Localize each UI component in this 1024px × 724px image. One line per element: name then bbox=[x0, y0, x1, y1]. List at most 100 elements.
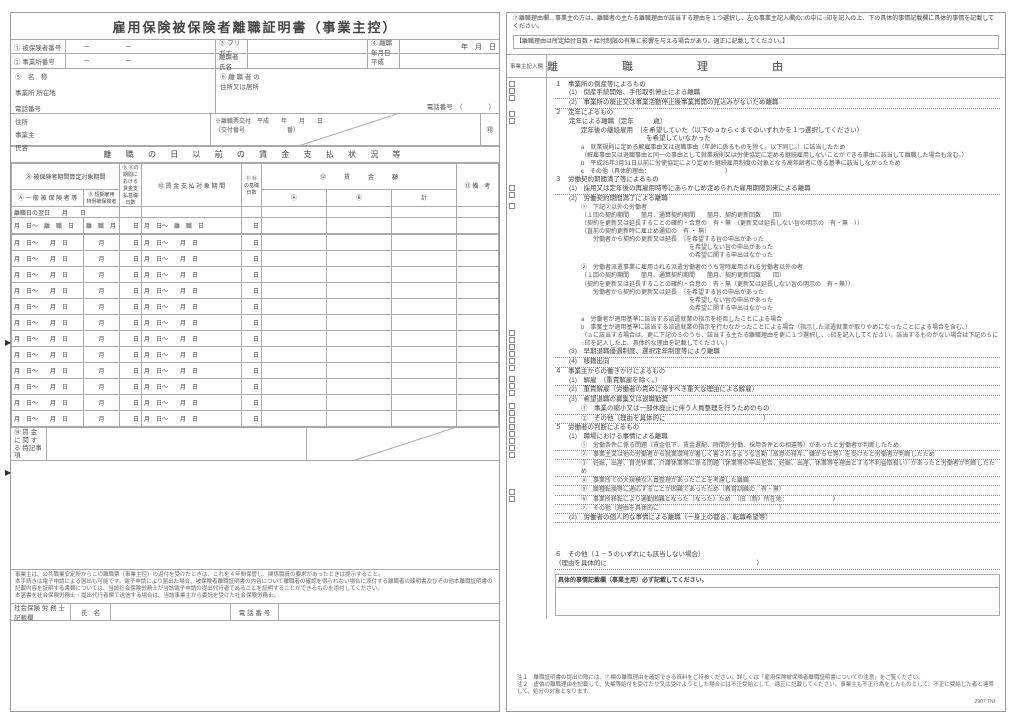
th9: ⑨ ⑧の期間における賃金支払基礎日数 bbox=[120, 164, 142, 207]
r1-1: (1) 倒産手続開始、手形取引停止による離職 bbox=[555, 89, 1000, 99]
footer-notes: 事業主は、公共職業安定所からこの離職票（事業主控）の返付を受けたときは、これを４… bbox=[11, 569, 499, 603]
reason-checkbox[interactable] bbox=[509, 489, 515, 495]
issue2: （交付番号 番） bbox=[215, 125, 476, 134]
wage-row[interactable]: 月 日～ 月 日 bbox=[12, 411, 84, 427]
seal: ㊞ bbox=[481, 114, 499, 145]
r6: ６ その他（１－５のいずれにも該当しない場合） （理由を具体的に ） bbox=[555, 551, 1000, 570]
reason-checkbox[interactable] bbox=[509, 403, 515, 409]
reason-checkbox[interactable] bbox=[509, 445, 515, 451]
th12b: Ⓑ bbox=[327, 189, 392, 206]
r4-2: (2) 重責解雇（労働者の責めに帰すべき重大な理由による解雇） bbox=[555, 386, 1000, 396]
f5-tel: 電話番号 bbox=[15, 103, 211, 113]
th12: ⑫ 賃 金 額 bbox=[262, 164, 457, 190]
wage-row[interactable]: 月 日～ 月 日 bbox=[12, 379, 84, 395]
reason-checkbox[interactable] bbox=[509, 410, 515, 416]
f5-addr: 事業所 所在地 bbox=[15, 87, 211, 97]
detail-value[interactable] bbox=[555, 588, 1000, 616]
ft3: 電 話 番 号 bbox=[231, 604, 279, 620]
t14-value[interactable] bbox=[47, 428, 307, 460]
reason-checkbox[interactable] bbox=[509, 431, 515, 437]
reason-checkbox[interactable] bbox=[509, 203, 515, 209]
f2-label: ② 事業所番号 bbox=[11, 54, 66, 68]
wrow0b[interactable]: 離 職 月 bbox=[84, 218, 120, 234]
reason-checkbox[interactable] bbox=[509, 88, 515, 94]
reason-checkbox[interactable] bbox=[509, 496, 515, 502]
wage-row[interactable]: 月 日～ 月 日 bbox=[12, 267, 84, 283]
f3b-value[interactable] bbox=[248, 54, 368, 68]
r5-1g: ⑦ その他（理由を具体的に ） bbox=[555, 505, 1000, 514]
foot2: 注２ 虚偽の離職理由を記載して、失業等給付を受けたり又は受けようとした場合には不… bbox=[517, 682, 995, 696]
wage-row[interactable]: 月 日～ 月 日 bbox=[12, 235, 84, 251]
r3-1: (1) 採用又は定年後の再雇用時等にあらかじめ定められた雇用期限到来による離職 bbox=[555, 185, 1000, 195]
f5-name: ⑤ 名 称 bbox=[15, 71, 211, 81]
th13: ⑬ 備 考 bbox=[457, 164, 499, 207]
wage-row[interactable]: 月 日～ 月 日 bbox=[12, 395, 84, 411]
wage-row[interactable]: 月 日～ 月 日 bbox=[12, 363, 84, 379]
th10: ⑩ 賃 金 支 払 対 象 期 間 bbox=[142, 164, 242, 207]
f4-value[interactable] bbox=[400, 54, 499, 68]
reason-checkbox[interactable] bbox=[509, 330, 515, 336]
f4-date[interactable]: 年 月 日 bbox=[400, 40, 499, 53]
reason-checkbox[interactable] bbox=[509, 417, 515, 423]
f2-value[interactable]: － － bbox=[66, 54, 216, 68]
left-sheet: 雇用保険被保険者離職証明書（事業主控） ① 被保険者番号 － － ③ フリガナ … bbox=[10, 12, 500, 712]
r2bb: b 平成25年3月31日以前に労使協定により定めた継続雇用制度の対象となる高年齢… bbox=[555, 160, 1000, 168]
r4-3b: ② その他（理由を具体的に ） bbox=[555, 415, 1000, 425]
wage-row[interactable]: 月 日～ 月 日 bbox=[12, 251, 84, 267]
wrow0a[interactable]: 月 日～ 離 職 日 bbox=[12, 218, 84, 234]
f1-label: ① 被保険者番号 bbox=[11, 40, 66, 53]
r-hdr: ⑦離職理由欄…事業主の方は、離職者の主たる離職理由が該当する理由を１つ選択し、左… bbox=[513, 16, 999, 32]
col-lbl: 事業主記入欄 bbox=[507, 55, 547, 77]
r4-3: (3) 希望退職の募集又は退職勧奨 bbox=[555, 396, 1000, 405]
r2ba: a 就業規則に定める解雇事由又は退職事由（年齢に係るものを除く。以下同じ。）に該… bbox=[555, 144, 1000, 160]
r3-2: (2) 労働契約期間満了による離職 bbox=[555, 195, 1000, 204]
reason-checkbox[interactable] bbox=[509, 95, 515, 101]
r5-2: (2) 労働者の個人的な事情による離職（一身上の都合、転職希望等） bbox=[555, 514, 1000, 524]
reason-checkbox[interactable] bbox=[509, 344, 515, 350]
f3-value[interactable] bbox=[248, 40, 368, 53]
wage-rows: 月 日～ 月 日 月 日 月 日～ 月 日 日 月 日～ 月 日 月 日 月 日… bbox=[11, 234, 499, 427]
r5-1e: ⑤ 職種転換等に適応することが困難であったため（教育訓練の 有・無） bbox=[555, 486, 1000, 495]
f3b-label: 離職者氏名 bbox=[216, 54, 248, 68]
th12c: 計 bbox=[392, 189, 457, 206]
r3-2b2: 労働者から契約の更新又は延長 ｛を希望する旨の申出があった を希望しない旨の申出… bbox=[555, 289, 1000, 313]
reason-checkbox[interactable] bbox=[509, 365, 515, 371]
wage-row[interactable]: 月 日～ 月 日 bbox=[12, 347, 84, 363]
r3-2b: ② 労働者派遣事業に雇用される派遣労働者のうち常時雇用される労働者以外の者 （１… bbox=[555, 264, 1000, 288]
detail-box: 具体的事情記載欄（事業主用）必ず記載してください。 bbox=[555, 574, 1000, 588]
wage-row[interactable]: 月 日～ 月 日 bbox=[12, 315, 84, 331]
reason-checkbox[interactable] bbox=[509, 351, 515, 357]
reason-checkbox[interactable] bbox=[509, 424, 515, 430]
r-label: 離職日の翌日 月 日 bbox=[12, 207, 120, 218]
reason-checkbox[interactable] bbox=[509, 337, 515, 343]
r5-1: (1) 職場における事情による離職 bbox=[555, 433, 1000, 442]
r2a: 定年による離職（定年 歳） bbox=[555, 118, 1000, 127]
wage-row[interactable]: 月 日～ 月 日 bbox=[12, 331, 84, 347]
wage-row[interactable]: 月 日～ 月 日 bbox=[12, 299, 84, 315]
reason-checkbox[interactable] bbox=[509, 383, 515, 389]
r5: ５ 労働者の判断によるもの bbox=[555, 424, 1000, 433]
ft1: 社会保険 労 務 士 記載欄 bbox=[11, 604, 71, 620]
wage-row[interactable]: 月 日～ 月 日 bbox=[12, 283, 84, 299]
reason-checkbox[interactable] bbox=[509, 185, 515, 191]
r2: ２ 定年によるもの bbox=[555, 109, 1000, 118]
checkbox-col bbox=[507, 78, 547, 619]
owner: 事業主 bbox=[15, 129, 206, 139]
f1-value[interactable]: － － bbox=[66, 40, 216, 53]
reason-checkbox[interactable] bbox=[509, 81, 515, 87]
r3-4: (4) 移籍出向 bbox=[555, 358, 1000, 368]
r-notebox: 【離職理由は所定給付日数・給付制限の有無に影響を与える場合があり、適正に記載して… bbox=[513, 35, 999, 49]
reason-checkbox[interactable] bbox=[509, 452, 515, 458]
reason-checkbox[interactable] bbox=[509, 376, 515, 382]
owner-addr: 住所 bbox=[15, 116, 206, 126]
thB: Ⓑ 短期雇用特例被保険者 bbox=[84, 189, 120, 206]
reason-checkbox[interactable] bbox=[509, 358, 515, 364]
th11: ⑪ ⑩の基礎日数 bbox=[242, 164, 262, 207]
reason-checkbox[interactable] bbox=[509, 438, 515, 444]
reason-checkbox[interactable] bbox=[509, 118, 515, 124]
reason-checkbox[interactable] bbox=[509, 390, 515, 396]
r4: ４ 事業主からの働きかけによるもの bbox=[555, 368, 1000, 377]
reason-checkbox[interactable] bbox=[509, 192, 515, 198]
reason-checkbox[interactable] bbox=[509, 111, 515, 117]
r3-2a2: 労働者から契約の更新又は延長 ｛を希望する旨の申出があった を希望しない旨の申出… bbox=[555, 236, 1000, 260]
